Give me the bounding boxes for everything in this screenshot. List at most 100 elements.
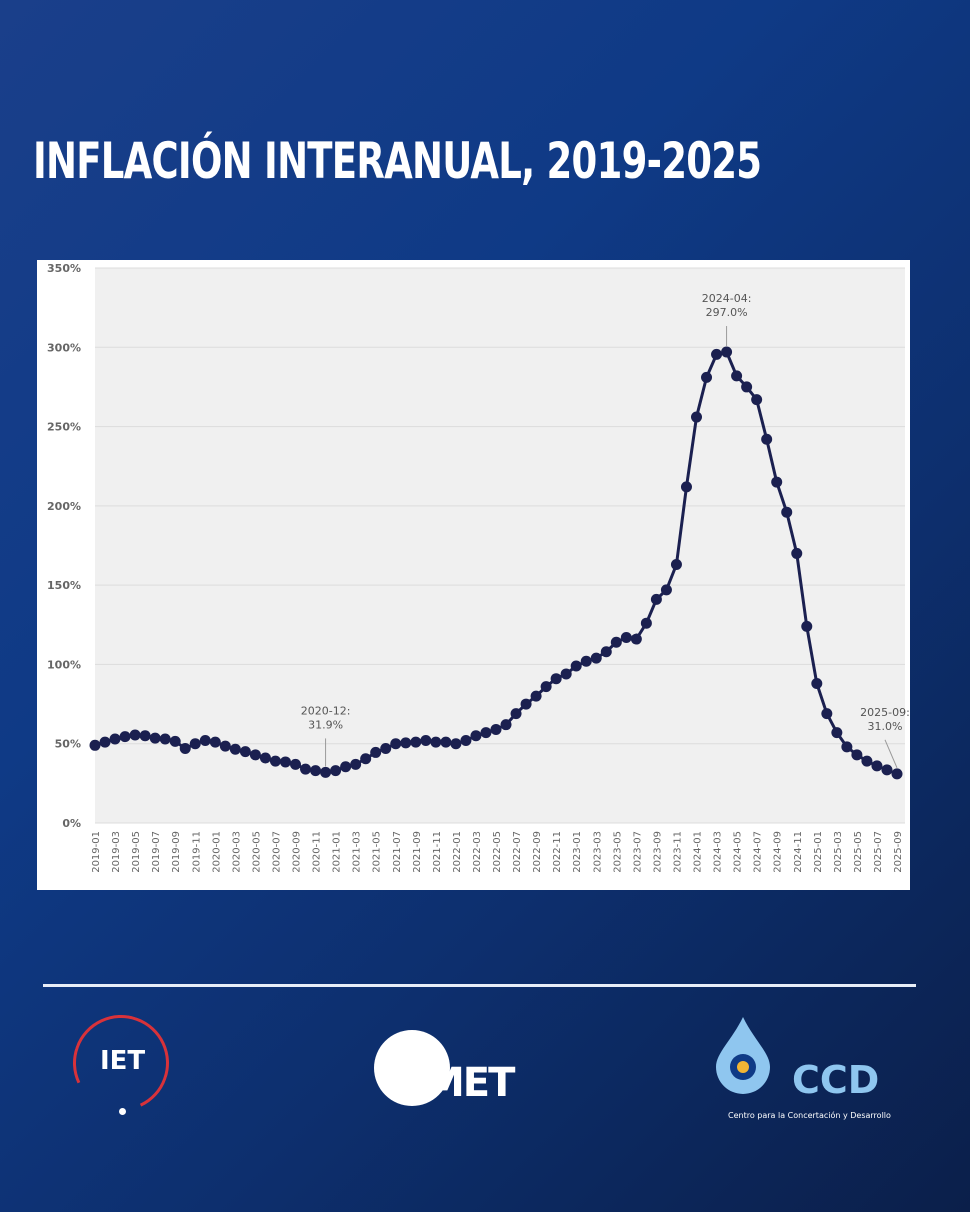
data-point xyxy=(560,668,572,680)
umet-logo-circle xyxy=(374,1030,450,1106)
data-point xyxy=(300,763,312,775)
data-point xyxy=(510,708,522,720)
data-point xyxy=(209,736,221,748)
divider xyxy=(43,984,916,987)
x-tick-label: 2022-07 xyxy=(512,831,523,873)
y-tick-label: 300% xyxy=(47,341,81,354)
data-point xyxy=(680,481,692,493)
annotation-value: 297.0% xyxy=(706,306,748,319)
data-point xyxy=(691,411,702,423)
data-point xyxy=(450,738,462,750)
annotation-value: 31.9% xyxy=(308,718,343,731)
x-tick-label: 2023-09 xyxy=(652,831,663,873)
x-tick-label: 2023-05 xyxy=(612,831,623,873)
data-point xyxy=(580,655,592,667)
x-tick-label: 2024-03 xyxy=(713,831,724,873)
data-point xyxy=(199,735,211,747)
x-tick-label: 2019-09 xyxy=(171,831,182,873)
x-tick-label: 2021-03 xyxy=(352,831,363,873)
y-tick-label: 250% xyxy=(47,421,81,434)
x-tick-label: 2021-07 xyxy=(392,831,403,873)
data-point xyxy=(119,731,131,743)
x-tick-label: 2025-05 xyxy=(853,831,864,873)
x-tick-label: 2021-01 xyxy=(332,831,343,873)
data-point xyxy=(279,756,291,768)
data-point xyxy=(530,690,542,702)
y-tick-label: 200% xyxy=(47,500,81,513)
ccd-drop-icon xyxy=(716,1017,770,1094)
data-point xyxy=(761,433,773,445)
x-tick-label: 2025-09 xyxy=(893,831,904,873)
data-point xyxy=(400,737,412,749)
data-point xyxy=(630,633,642,645)
umet-logo-text: MET xyxy=(425,1060,515,1106)
data-point xyxy=(420,735,432,747)
data-point xyxy=(851,749,863,761)
x-tick-label: 2020-11 xyxy=(312,831,323,873)
x-tick-label: 2025-03 xyxy=(833,831,844,873)
line-chart: 0% 50% 100% 150% 200% 250% 300% 350% 2019-01 2019… xyxy=(47,262,910,873)
data-point xyxy=(660,584,672,596)
data-point xyxy=(701,371,713,383)
ccd-logo-text: CCD xyxy=(792,1058,880,1102)
iet-logo-dot xyxy=(119,1108,126,1115)
x-tick-label: 2020-07 xyxy=(271,831,282,873)
y-tick-label: 50% xyxy=(55,738,81,751)
data-point xyxy=(370,746,382,758)
x-tick-label: 2023-03 xyxy=(592,831,603,873)
data-point xyxy=(861,755,873,767)
data-point xyxy=(440,736,452,748)
data-point xyxy=(189,738,201,750)
x-tick-label: 2020-05 xyxy=(251,831,262,873)
data-point xyxy=(290,758,301,770)
data-point xyxy=(741,381,753,393)
data-point xyxy=(249,749,261,761)
x-tick-label: 2022-09 xyxy=(532,831,543,873)
data-point xyxy=(109,733,121,745)
x-tick-label: 2022-11 xyxy=(552,831,563,873)
data-point xyxy=(360,753,372,765)
data-point xyxy=(781,506,793,518)
data-point xyxy=(731,370,743,382)
data-point xyxy=(831,727,843,739)
data-point xyxy=(239,746,251,758)
data-point xyxy=(821,708,833,720)
x-tick-label: 2022-05 xyxy=(492,831,503,873)
data-point xyxy=(490,723,502,735)
data-point xyxy=(99,736,111,748)
x-tick-label: 2019-07 xyxy=(151,831,162,873)
data-point xyxy=(540,681,552,693)
data-point xyxy=(159,733,171,745)
x-tick-label: 2019-01 xyxy=(91,831,102,873)
data-point xyxy=(310,765,322,777)
data-point xyxy=(721,346,733,358)
data-point xyxy=(771,476,783,488)
x-tick-label: 2023-07 xyxy=(632,831,643,873)
data-point xyxy=(751,394,763,406)
data-point xyxy=(620,631,632,643)
x-tick-label: 2024-01 xyxy=(693,831,704,873)
data-point xyxy=(500,719,512,731)
x-tick-label: 2025-07 xyxy=(873,831,884,873)
x-tick-label: 2019-03 xyxy=(111,831,122,873)
data-point xyxy=(801,620,813,632)
x-tick-label: 2020-09 xyxy=(292,831,303,873)
data-point xyxy=(229,743,241,755)
x-tick-label: 2022-01 xyxy=(452,831,463,873)
chart-title: INFLACIÓN INTERANUAL, 2019-2025 xyxy=(33,132,762,190)
data-point xyxy=(891,768,903,780)
data-point xyxy=(570,660,582,672)
data-point xyxy=(460,735,472,747)
data-point xyxy=(330,765,342,777)
y-tick-label: 100% xyxy=(47,658,81,671)
data-point xyxy=(590,652,602,664)
annotation-leader xyxy=(884,739,898,769)
annotation-date: 2024-04: xyxy=(702,292,752,305)
data-point xyxy=(219,740,231,752)
data-point xyxy=(650,593,662,605)
data-point xyxy=(350,758,362,770)
data-point xyxy=(390,738,402,750)
annotation-date: 2025-09: xyxy=(860,706,910,719)
x-tick-label: 2024-11 xyxy=(793,831,804,873)
data-point xyxy=(380,742,392,754)
